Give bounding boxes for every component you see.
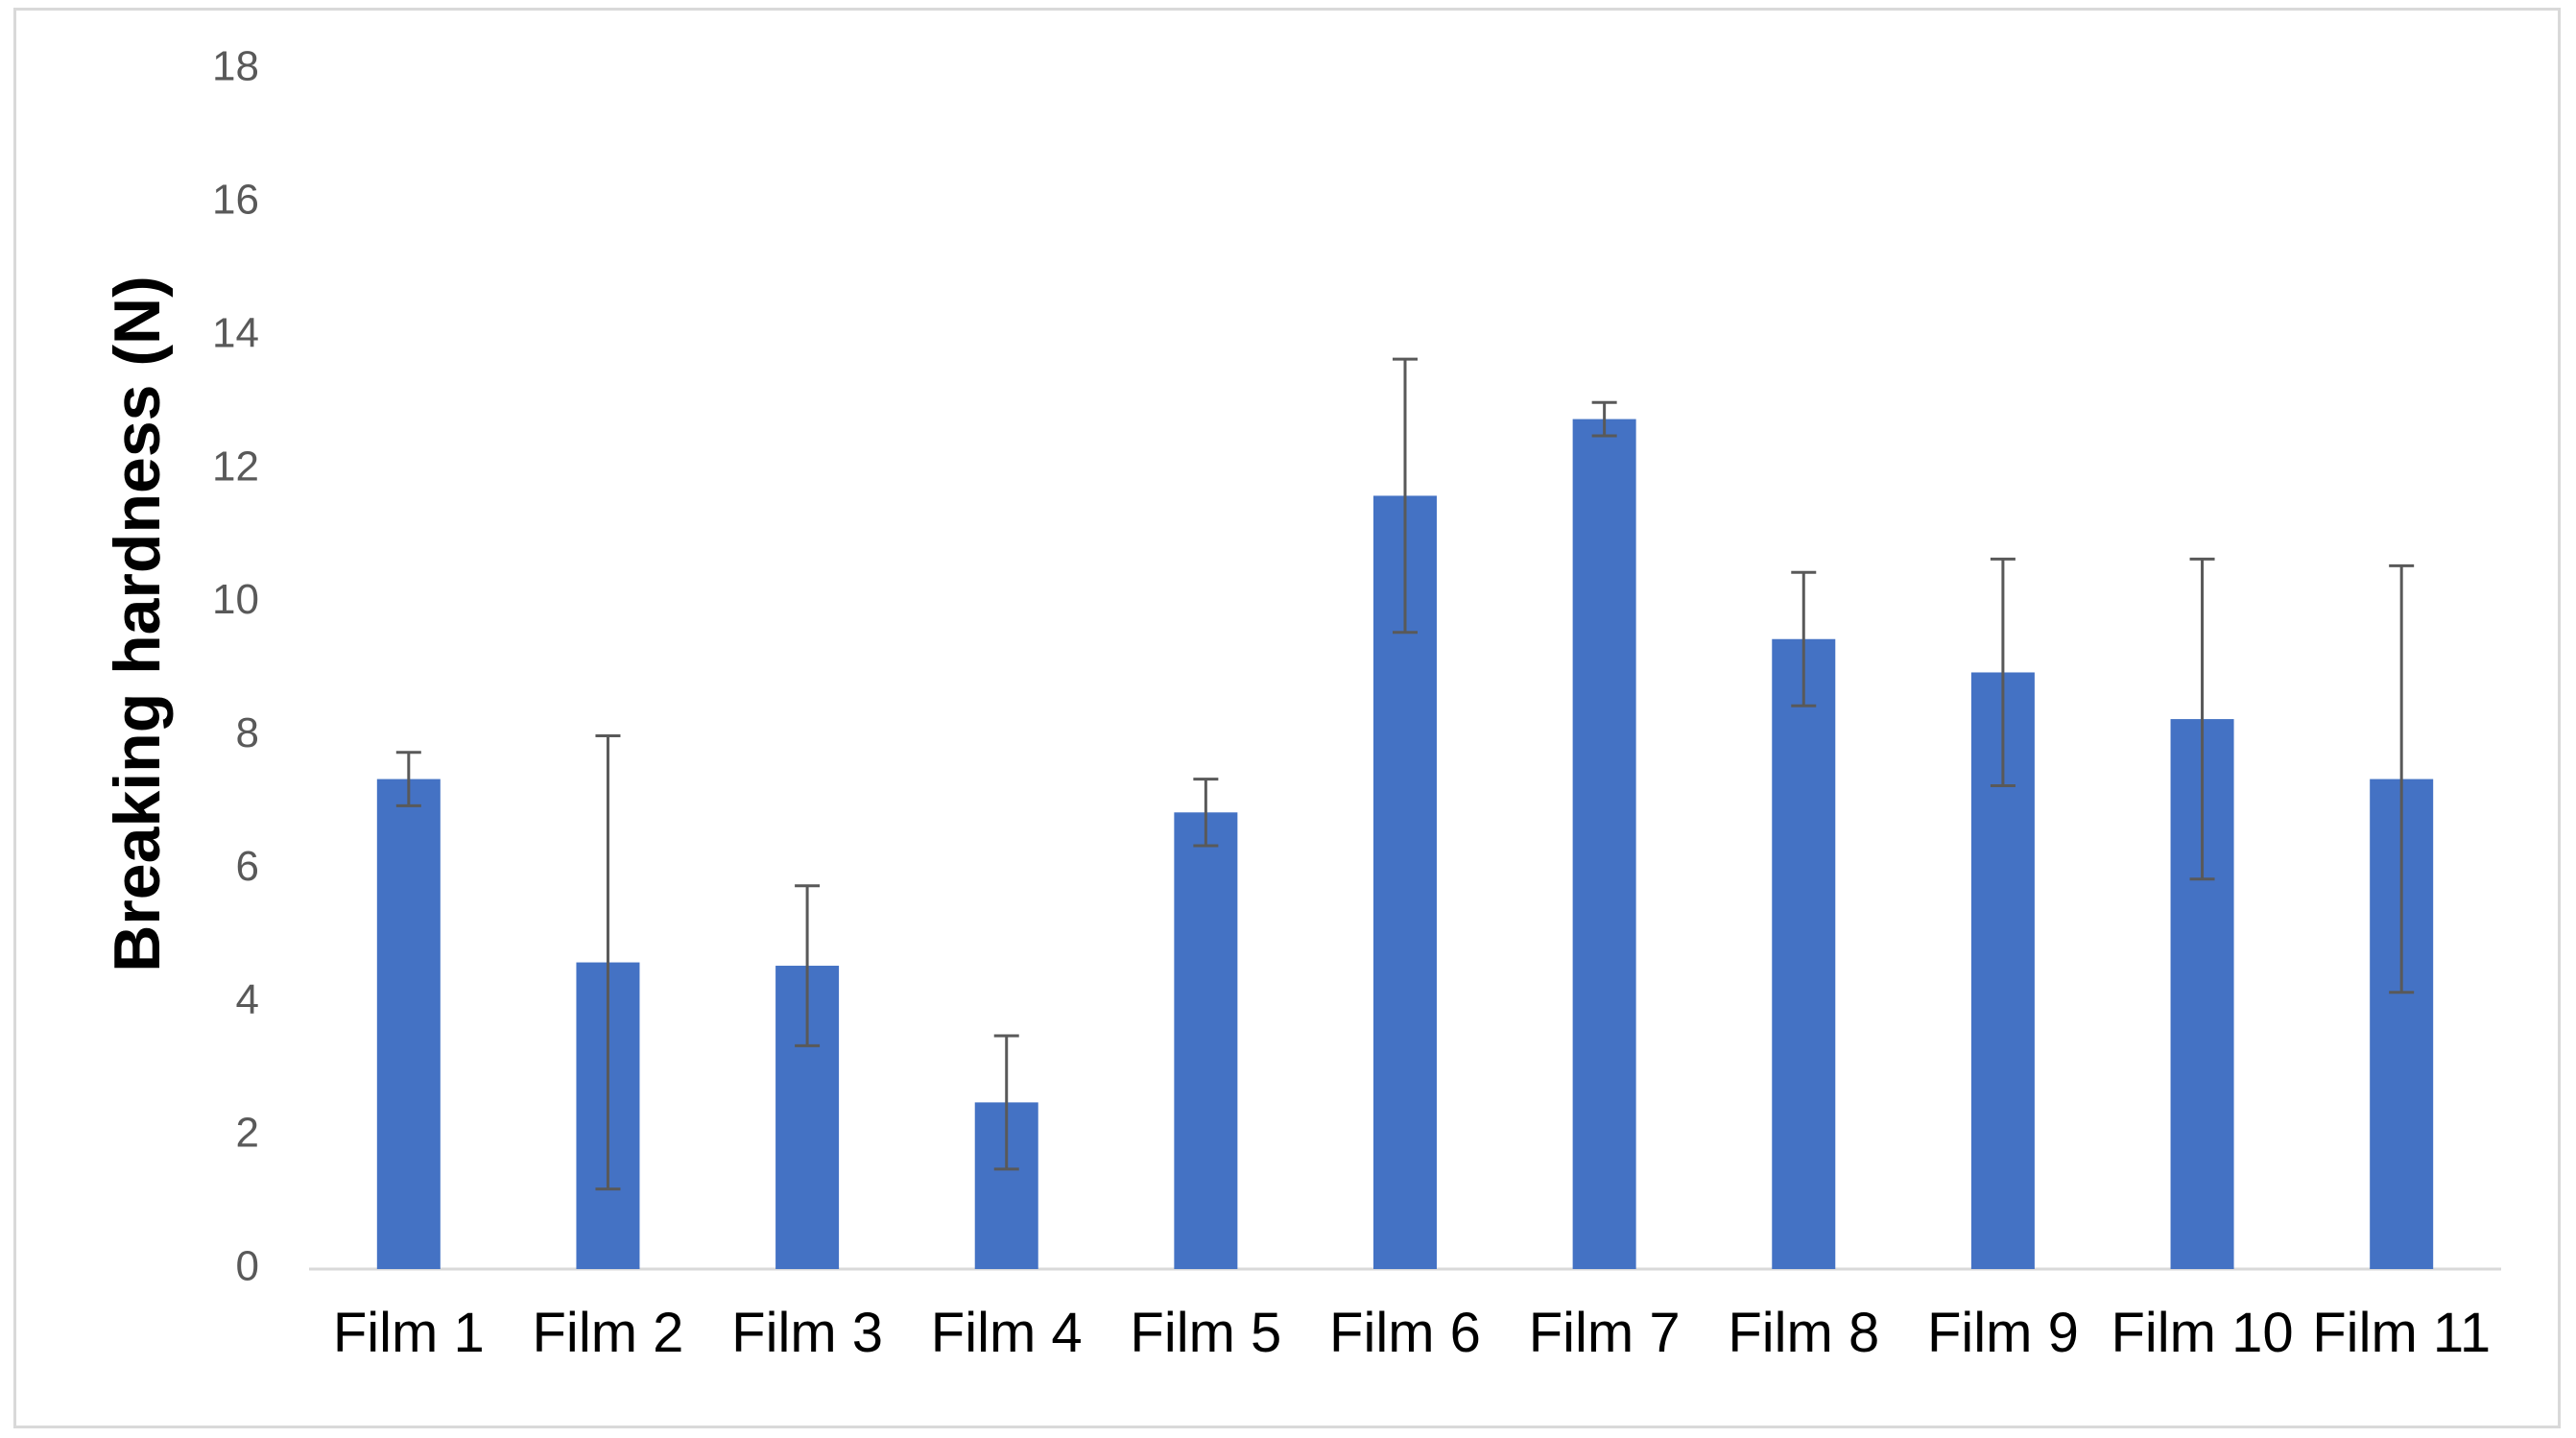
error-bar bbox=[1393, 357, 1418, 635]
x-tick-label: Film 1 bbox=[333, 1302, 485, 1364]
y-tick-label: 10 bbox=[212, 576, 259, 623]
y-tick-label: 8 bbox=[236, 709, 259, 756]
x-tick-label: Film 6 bbox=[1329, 1302, 1481, 1364]
y-tick-label: 18 bbox=[212, 43, 259, 90]
error-bar bbox=[395, 751, 421, 807]
error-bar bbox=[1990, 557, 2015, 788]
error-bar bbox=[1193, 778, 1219, 848]
x-tick-label: Film 11 bbox=[2312, 1302, 2491, 1364]
y-tick-label: 0 bbox=[236, 1243, 259, 1290]
error-bar bbox=[795, 884, 821, 1047]
y-tick-label: 12 bbox=[212, 443, 259, 490]
y-tick-label: 4 bbox=[236, 976, 259, 1023]
error-bar bbox=[993, 1034, 1019, 1171]
x-axis-categories: Film 1 Film 2 Film 3 Film 4 Film 5 Film 6 Film… bbox=[333, 1302, 2491, 1364]
error-bar bbox=[2389, 563, 2415, 995]
error-bar bbox=[2189, 557, 2215, 881]
bar bbox=[1174, 812, 1238, 1269]
y-tick-label: 2 bbox=[236, 1110, 259, 1157]
x-tick-label: Film 7 bbox=[1529, 1302, 1681, 1364]
x-tick-label: Film 9 bbox=[1927, 1302, 2079, 1364]
y-axis-ticks: 0 2 4 6 8 10 12 14 16 18 bbox=[212, 43, 259, 1290]
error-bar bbox=[1591, 400, 1617, 438]
y-axis-title: Breaking hardness (N) bbox=[101, 276, 174, 972]
error-bar bbox=[595, 733, 621, 1191]
x-tick-label: Film 10 bbox=[2111, 1302, 2293, 1364]
y-tick-label: 6 bbox=[236, 843, 259, 890]
x-tick-label: Film 8 bbox=[1728, 1302, 1879, 1364]
x-tick-label: Film 2 bbox=[533, 1302, 684, 1364]
error-bar bbox=[1791, 570, 1817, 707]
y-tick-label: 16 bbox=[212, 177, 259, 224]
bar bbox=[1772, 638, 1836, 1269]
x-tick-label: Film 5 bbox=[1130, 1302, 1281, 1364]
y-tick-label: 14 bbox=[212, 309, 259, 356]
x-tick-label: Film 4 bbox=[931, 1302, 1083, 1364]
error-bars-group bbox=[395, 357, 2415, 1191]
bar bbox=[376, 779, 441, 1269]
bar bbox=[1572, 419, 1636, 1269]
x-tick-label: Film 3 bbox=[731, 1302, 883, 1364]
